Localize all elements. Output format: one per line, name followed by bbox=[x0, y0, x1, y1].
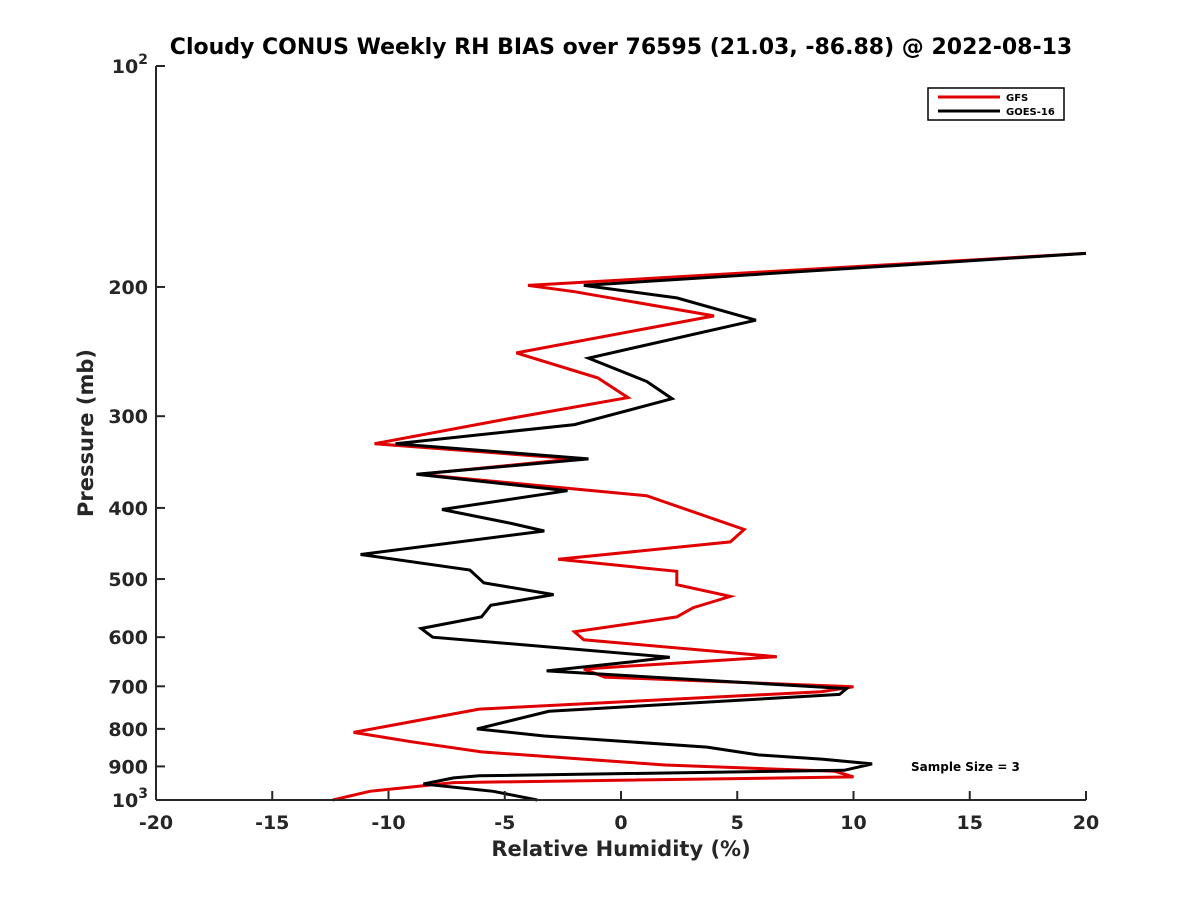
legend-label-gfs: GFS bbox=[1006, 93, 1028, 104]
x-tick-label: -20 bbox=[139, 812, 173, 834]
y-tick-label: 900 bbox=[108, 756, 148, 778]
x-tick-label: -10 bbox=[371, 812, 405, 834]
x-tick-label: 10 bbox=[840, 812, 866, 834]
x-ticks: -20 -15 -10 -5 0 5 10 15 20 bbox=[139, 791, 1099, 834]
x-tick-label: -15 bbox=[255, 812, 289, 834]
x-tick-label: 20 bbox=[1073, 812, 1099, 834]
x-axis-label: Relative Humidity (%) bbox=[491, 837, 750, 861]
chart-title: Cloudy CONUS Weekly RH BIAS over 76595 (… bbox=[170, 35, 1072, 60]
legend: GFS GOES-16 bbox=[927, 87, 1065, 121]
x-tick-label: 5 bbox=[731, 812, 744, 834]
y-tick-label: 200 bbox=[108, 277, 148, 299]
y-tick-label: 800 bbox=[108, 719, 148, 741]
y-tick-label: 600 bbox=[108, 627, 148, 649]
sample-size-annotation: Sample Size = 3 bbox=[911, 760, 1020, 774]
y-tick-label: 400 bbox=[108, 498, 148, 520]
y-ticks: 102 200 300 400 500 600 700 800 900 103 bbox=[108, 52, 165, 812]
x-tick-label: -5 bbox=[494, 812, 515, 834]
y-tick-label: 103 bbox=[112, 786, 148, 812]
legend-label-goes16: GOES-16 bbox=[1006, 107, 1055, 118]
y-tick-label: 300 bbox=[108, 406, 148, 428]
series-layer bbox=[332, 251, 1087, 802]
x-tick-label: 15 bbox=[957, 812, 983, 834]
y-axis-label: Pressure (mb) bbox=[74, 349, 98, 517]
legend-box bbox=[927, 87, 1065, 121]
plot-area-frame bbox=[156, 66, 1086, 800]
y-tick-label: 102 bbox=[112, 52, 148, 78]
series-line-gfs bbox=[332, 251, 1087, 802]
y-tick-label: 500 bbox=[108, 569, 148, 591]
series-line-goes-16 bbox=[360, 251, 1087, 802]
x-tick-label: 0 bbox=[614, 812, 627, 834]
y-tick-label: 700 bbox=[108, 676, 148, 698]
